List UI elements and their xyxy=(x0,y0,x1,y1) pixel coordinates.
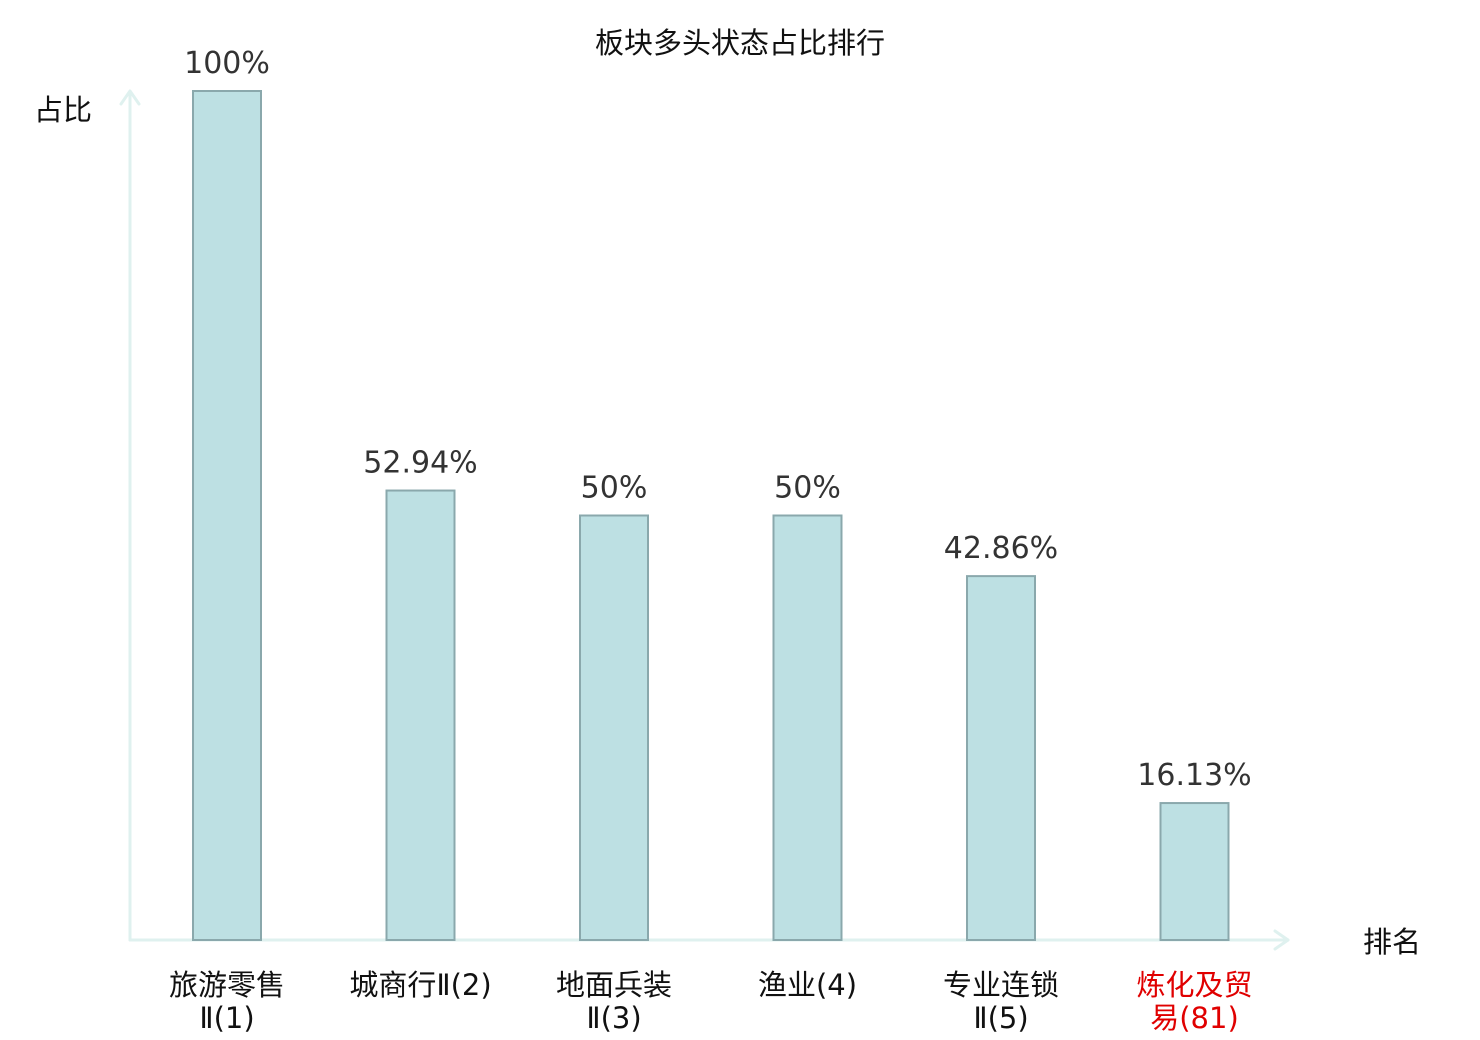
value-label-2: 52.94% xyxy=(363,446,477,481)
category-label-line: 炼化及贸 xyxy=(1136,968,1252,1002)
category-label-line: 易(81) xyxy=(1150,1001,1239,1035)
bar-2 xyxy=(385,489,456,941)
y-axis-title: 占比 xyxy=(34,93,92,127)
category-labels: 旅游零售 Ⅱ(1) 城商行Ⅱ(2) 地面兵装 Ⅱ(3) 渔业(4) 专业连锁 Ⅱ(5) 炼化及贸… xyxy=(169,968,1253,1035)
value-label-4: 50% xyxy=(774,471,841,506)
category-label-line: 城商行Ⅱ(2) xyxy=(349,968,491,1002)
x-axis-title: 排名 xyxy=(1363,925,1421,959)
value-label-1: 100% xyxy=(184,46,270,81)
category-label-line: 专业连锁 xyxy=(943,968,1059,1002)
bar-5 xyxy=(966,575,1036,941)
category-label-line: 旅游零售 xyxy=(169,968,285,1002)
category-label-4: 渔业(4) xyxy=(758,968,857,1002)
category-label-1: 旅游零售 Ⅱ(1) xyxy=(169,968,285,1035)
axes xyxy=(119,89,1290,951)
category-label-line: Ⅱ(1) xyxy=(199,1001,254,1035)
value-label-6: 16.13% xyxy=(1137,758,1251,793)
bar-4 xyxy=(772,514,843,941)
y-axis-arrow xyxy=(119,89,141,106)
chart-title: 板块多头状态占比排行 xyxy=(595,26,885,60)
category-label-line: Ⅱ(3) xyxy=(586,1001,641,1035)
bar-3 xyxy=(579,514,649,941)
bar-6 xyxy=(1159,802,1230,941)
bar-1 xyxy=(192,90,262,941)
category-label-5: 专业连锁 Ⅱ(5) xyxy=(943,968,1059,1035)
bars xyxy=(192,90,1230,941)
value-label-5: 42.86% xyxy=(944,531,1058,566)
category-label-line: Ⅱ(5) xyxy=(973,1001,1028,1035)
category-label-2: 城商行Ⅱ(2) xyxy=(349,968,491,1002)
category-label-3: 地面兵装 Ⅱ(3) xyxy=(556,968,672,1035)
x-axis-arrow xyxy=(1273,929,1290,951)
category-label-line: 地面兵装 xyxy=(556,968,672,1002)
value-label-3: 50% xyxy=(581,471,648,506)
category-label-line: 渔业(4) xyxy=(758,968,857,1002)
value-labels: 100% 52.94% 50% 50% 42.86% 16.13% xyxy=(184,46,1252,793)
category-label-6: 炼化及贸易(81) xyxy=(1136,968,1252,1035)
